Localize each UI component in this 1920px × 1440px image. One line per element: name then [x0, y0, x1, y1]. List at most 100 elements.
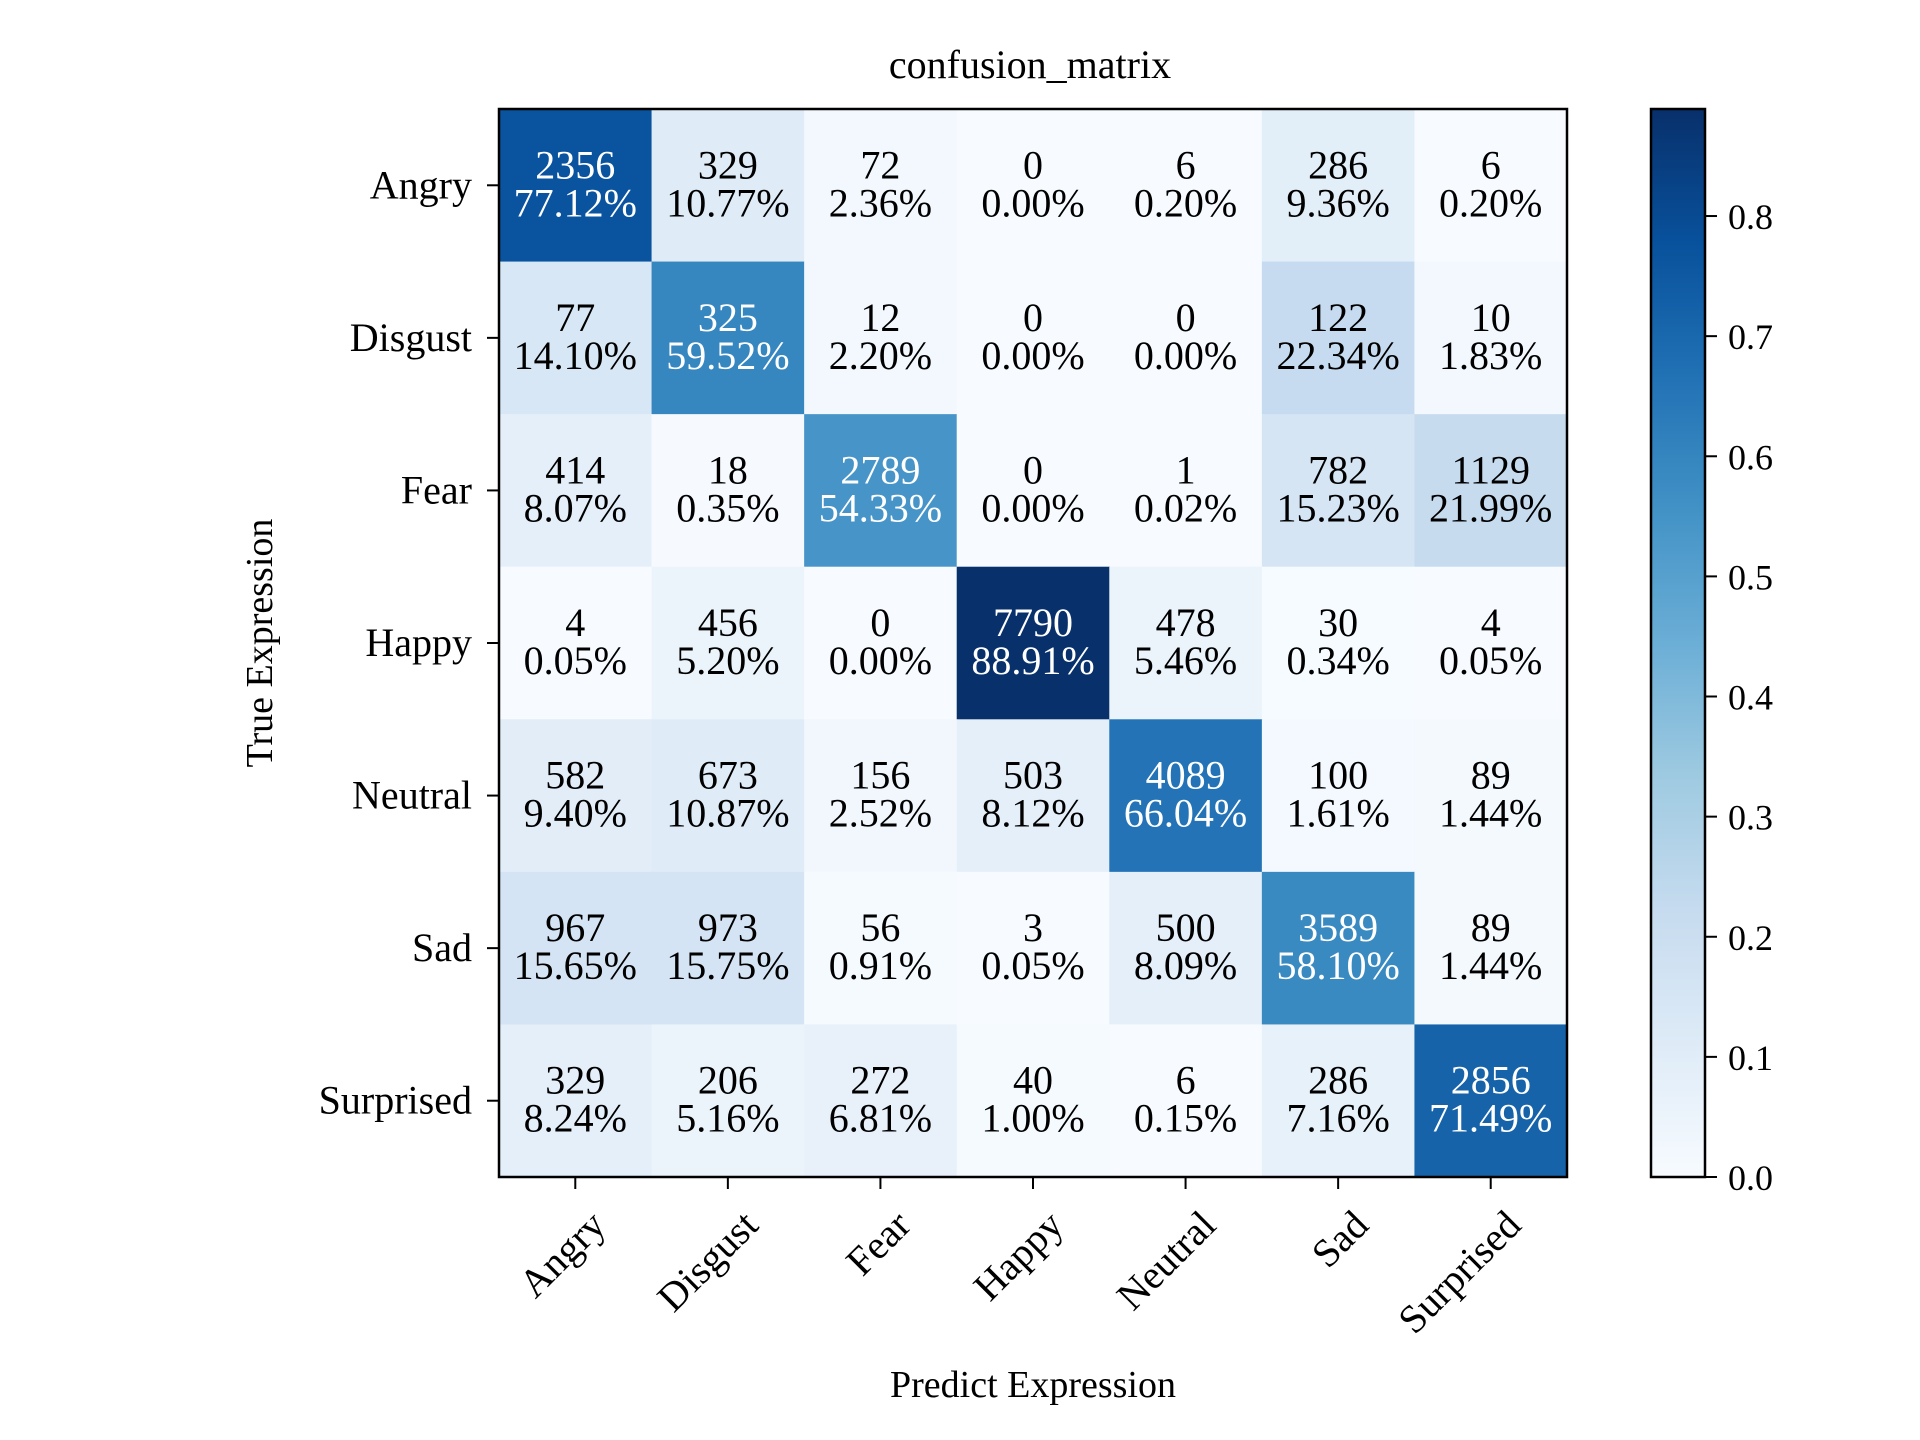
cell-count-label: 325 [698, 295, 758, 340]
heatmap-cell [1109, 566, 1263, 720]
x-tick-label: Fear [837, 1202, 919, 1284]
x-tick-label: Sad [1303, 1202, 1377, 1276]
heatmap-cell [499, 719, 653, 873]
cell-percent-label: 59.52% [666, 333, 789, 378]
heatmap-cell [804, 261, 958, 415]
cell-percent-label: 8.09% [1134, 943, 1237, 988]
cell-percent-label: 2.36% [829, 180, 932, 225]
cell-count-label: 0 [1023, 295, 1043, 340]
cell-percent-label: 15.75% [666, 943, 789, 988]
chart-title: confusion_matrix [889, 42, 1171, 87]
cell-count-label: 12 [860, 295, 900, 340]
cell-percent-label: 0.00% [829, 638, 932, 683]
x-tick-label: Angry [510, 1202, 614, 1306]
heatmap-cell [499, 1024, 653, 1178]
cell-percent-label: 22.34% [1276, 333, 1399, 378]
heatmap-cell [1414, 1024, 1568, 1178]
cell-percent-label: 8.12% [981, 791, 1084, 836]
colorbar-tick-label: 0.2 [1728, 918, 1773, 958]
cell-percent-label: 7.16% [1286, 1096, 1389, 1141]
cell-percent-label: 15.23% [1276, 485, 1399, 530]
heatmap-cell [956, 1024, 1110, 1178]
cell-count-label: 967 [545, 905, 605, 950]
cell-percent-label: 6.81% [829, 1096, 932, 1141]
y-tick-label: Sad [412, 925, 472, 970]
y-tick-label: Neutral [352, 773, 472, 818]
cell-percent-label: 71.49% [1429, 1096, 1552, 1141]
cell-count-label: 0 [870, 600, 890, 645]
cell-count-label: 4 [565, 600, 585, 645]
cell-count-label: 4089 [1146, 753, 1226, 798]
cell-count-label: 6 [1481, 142, 1501, 187]
heatmap-cell [956, 871, 1110, 1026]
heatmap-cell [1414, 414, 1568, 568]
cell-percent-label: 5.20% [676, 638, 779, 683]
cell-percent-label: 9.40% [524, 791, 627, 836]
cell-percent-label: 8.07% [524, 485, 627, 530]
cell-count-label: 6 [1176, 1058, 1196, 1103]
cell-count-label: 30 [1318, 600, 1358, 645]
heatmap-cell [1414, 871, 1568, 1026]
cell-count-label: 40 [1013, 1058, 1053, 1103]
heatmap-cell [804, 566, 958, 720]
heatmap-cell [804, 871, 958, 1026]
cell-count-label: 2356 [535, 142, 615, 187]
x-tick-label: Disgust [648, 1202, 766, 1320]
cell-percent-label: 0.15% [1134, 1096, 1237, 1141]
heatmap-cell [651, 566, 805, 720]
heatmap-cells [499, 109, 1568, 1178]
heatmap-cell [1261, 1024, 1416, 1178]
heatmap-cell [804, 719, 958, 873]
cell-count-label: 100 [1308, 753, 1368, 798]
heatmap-cell [956, 414, 1110, 568]
cell-percent-label: 0.00% [981, 333, 1084, 378]
cell-labels: 235677.12%32910.77%722.36%00.00%60.20%28… [514, 142, 1553, 1140]
cell-percent-label: 0.00% [1134, 333, 1237, 378]
x-tick-label: Neutral [1108, 1202, 1225, 1319]
cell-count-label: 500 [1156, 905, 1216, 950]
colorbar-ticks: 0.0 0.1 0.2 0.3 0.4 0.5 0.6 0.7 0.8 [1705, 197, 1773, 1198]
cell-count-label: 156 [850, 753, 910, 798]
cell-percent-label: 0.91% [829, 943, 932, 988]
cell-percent-label: 0.05% [1439, 638, 1542, 683]
y-tick-label: Surprised [319, 1078, 472, 1123]
heatmap-cell [804, 414, 958, 568]
heatmap-cell [1109, 719, 1263, 873]
cell-count-label: 414 [545, 447, 605, 492]
cell-percent-label: 10.77% [666, 180, 789, 225]
cell-percent-label: 9.36% [1286, 180, 1389, 225]
heatmap-cell [499, 414, 653, 568]
cell-count-label: 72 [860, 142, 900, 187]
heatmap-cell [1109, 1024, 1263, 1178]
heatmap-cell [1414, 261, 1568, 415]
heatmap-cell [499, 566, 653, 720]
heatmap-cell [1414, 566, 1568, 720]
y-axis-ticks: Angry Disgust Fear Happy Neutral Sad Surprised [319, 162, 499, 1123]
cell-count-label: 0 [1023, 447, 1043, 492]
heatmap-cell [499, 261, 653, 415]
cell-percent-label: 0.00% [981, 180, 1084, 225]
x-axis-label: Predict Expression [890, 1364, 1176, 1406]
heatmap-cell [956, 566, 1110, 720]
cell-count-label: 10 [1471, 295, 1511, 340]
cell-count-label: 4 [1481, 600, 1501, 645]
colorbar-tick-label: 0.6 [1728, 437, 1773, 477]
cell-percent-label: 0.20% [1439, 180, 1542, 225]
cell-count-label: 6 [1176, 142, 1196, 187]
y-tick-label: Disgust [350, 315, 472, 360]
cell-percent-label: 5.46% [1134, 638, 1237, 683]
cell-count-label: 673 [698, 753, 758, 798]
cell-percent-label: 58.10% [1276, 943, 1399, 988]
cell-count-label: 3 [1023, 905, 1043, 950]
cell-percent-label: 15.65% [514, 943, 637, 988]
cell-percent-label: 0.05% [981, 943, 1084, 988]
cell-count-label: 122 [1308, 295, 1368, 340]
cell-count-label: 503 [1003, 753, 1063, 798]
y-tick-label: Happy [365, 620, 472, 665]
heatmap-cell [499, 871, 653, 1026]
cell-count-label: 329 [698, 142, 758, 187]
heatmap-cell [1261, 566, 1416, 720]
heatmap-cell [1414, 719, 1568, 873]
